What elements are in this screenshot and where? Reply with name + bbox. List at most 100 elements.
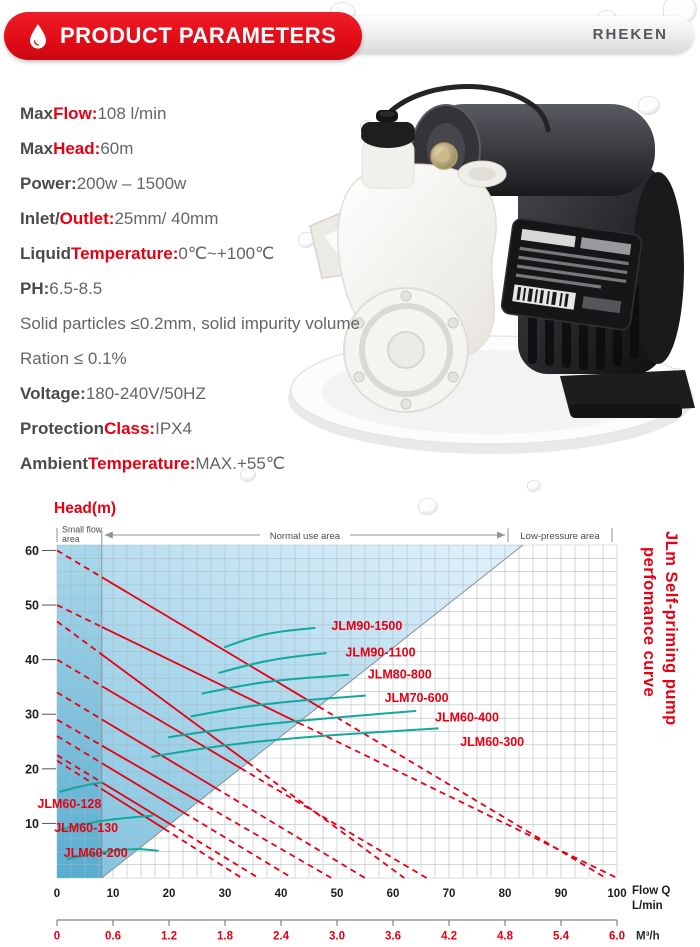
power-curve bbox=[218, 652, 327, 674]
power-curve bbox=[168, 709, 417, 739]
svg-text:JLM80-800: JLM80-800 bbox=[368, 667, 432, 681]
svg-text:L/min: L/min bbox=[632, 900, 663, 912]
svg-text:20: 20 bbox=[163, 888, 176, 900]
water-droplet-decoration bbox=[638, 96, 660, 115]
hq-dashed bbox=[56, 604, 103, 628]
curve-labels: JLM90-1500 JLM90-1100 JLM80-800 JLM70-600 JL… bbox=[37, 619, 524, 860]
svg-text:60: 60 bbox=[387, 888, 400, 900]
spec-row: Max Head: 60m bbox=[20, 138, 134, 158]
power-curve bbox=[201, 673, 350, 695]
hq-dashed bbox=[183, 812, 293, 879]
svg-text:JLM70-600: JLM70-600 bbox=[385, 691, 449, 705]
power-curve bbox=[58, 781, 103, 793]
spec-row: Voltage: 180-240V/50HZ bbox=[20, 383, 206, 403]
hq-solid bbox=[101, 653, 249, 764]
hq-dashed bbox=[240, 767, 428, 879]
svg-text:JLM60-128: JLM60-128 bbox=[37, 797, 101, 811]
svg-text:perfomance curve: perfomance curve bbox=[640, 547, 658, 697]
svg-text:JLm Self-priming pump: JLm Self-priming pump bbox=[662, 531, 680, 726]
svg-text:30: 30 bbox=[219, 888, 232, 900]
brand-logo: RHEKEN bbox=[592, 26, 668, 43]
svg-text:2.4: 2.4 bbox=[273, 931, 290, 943]
svg-text:30: 30 bbox=[25, 708, 39, 722]
hq-solid bbox=[101, 762, 185, 814]
spec-row: Ration ≤ 0.1% bbox=[20, 348, 127, 368]
svg-text:JLM60-130: JLM60-130 bbox=[54, 821, 118, 835]
svg-text:5.4: 5.4 bbox=[553, 931, 570, 943]
specs-list: Max Flow: 108 l/min Max Head: 60m Power: 2… bbox=[20, 96, 360, 481]
svg-text:80: 80 bbox=[499, 888, 512, 900]
hq-dashed bbox=[198, 800, 332, 879]
hq-dashed bbox=[56, 735, 103, 764]
hq-solid bbox=[101, 685, 242, 769]
area-boundary-line bbox=[101, 544, 524, 879]
x-axis-title: Flow Q bbox=[632, 885, 670, 897]
svg-text:JLM60-400: JLM60-400 bbox=[435, 711, 499, 725]
hq-dashed bbox=[247, 761, 405, 879]
spec-row: Max Flow: 108 l/min bbox=[20, 103, 167, 123]
water-droplet-decoration bbox=[240, 468, 256, 482]
water-droplet-decoration bbox=[418, 498, 438, 515]
spec-row: Inlet/ Outlet: 25mm/ 40mm bbox=[20, 208, 219, 228]
svg-text:40: 40 bbox=[275, 888, 288, 900]
svg-text:JLM90-1500: JLM90-1500 bbox=[331, 619, 402, 633]
svg-text:JLM60-200: JLM60-200 bbox=[64, 846, 128, 860]
y-axis: 60 50 40 30 20 10 Head(m) bbox=[25, 500, 116, 831]
spec-row: Power: 200w – 1500w bbox=[20, 173, 187, 193]
spec-row: Protection Class: IPX4 bbox=[20, 418, 192, 438]
water-drop-icon bbox=[30, 24, 46, 49]
hq-dashed bbox=[56, 620, 103, 656]
svg-text:20: 20 bbox=[25, 762, 39, 776]
svg-text:90: 90 bbox=[555, 888, 568, 900]
pump-image bbox=[288, 84, 695, 454]
hq-dashed bbox=[56, 658, 103, 687]
water-droplet-decoration bbox=[527, 480, 541, 492]
svg-text:Normal use area: Normal use area bbox=[270, 531, 341, 542]
hq-dashed bbox=[56, 754, 103, 784]
hq-solid bbox=[101, 781, 171, 825]
svg-text:0.6: 0.6 bbox=[105, 931, 121, 943]
hq-solid bbox=[101, 788, 165, 830]
svg-text:0: 0 bbox=[54, 931, 60, 943]
hq-dashed bbox=[56, 691, 103, 721]
power-curve bbox=[190, 694, 366, 718]
power-curve bbox=[58, 814, 154, 831]
spec-row: Ambient Temperature: MAX.+55℃ bbox=[20, 453, 285, 473]
svg-text:4.8: 4.8 bbox=[497, 931, 514, 943]
hq-dashed bbox=[163, 827, 243, 879]
svg-text:1.8: 1.8 bbox=[217, 931, 234, 943]
hq-dashed bbox=[297, 721, 618, 879]
hq-solid bbox=[101, 744, 200, 803]
svg-text:60: 60 bbox=[25, 544, 39, 558]
power-cable bbox=[385, 84, 551, 133]
grid bbox=[56, 544, 618, 879]
svg-text:10: 10 bbox=[107, 888, 120, 900]
svg-text:3.6: 3.6 bbox=[385, 931, 401, 943]
power-curves bbox=[58, 626, 439, 860]
hq-solid bbox=[101, 626, 299, 724]
svg-text:JLM60-300: JLM60-300 bbox=[460, 735, 524, 749]
spec-row: PH: 6.5-8.5 bbox=[20, 278, 103, 298]
svg-text:1.2: 1.2 bbox=[161, 931, 177, 943]
svg-text:3.0: 3.0 bbox=[329, 931, 345, 943]
x2-axis-title: M³/h bbox=[636, 931, 660, 943]
power-curve bbox=[151, 727, 439, 758]
motor-nameplate bbox=[500, 218, 643, 331]
pump-head bbox=[309, 110, 507, 413]
svg-text:6.0: 6.0 bbox=[609, 931, 625, 943]
power-curve bbox=[67, 848, 159, 860]
svg-text:50: 50 bbox=[331, 888, 344, 900]
svg-text:70: 70 bbox=[443, 888, 456, 900]
svg-text:50: 50 bbox=[25, 599, 39, 613]
hq-solid bbox=[101, 576, 320, 708]
product-parameters-badge: PRODUCT PARAMETERS bbox=[4, 12, 363, 60]
svg-text:100: 100 bbox=[607, 888, 626, 900]
hq-dashed bbox=[56, 549, 103, 578]
spec-row: Liquid Temperature: 0℃~+100℃ bbox=[20, 243, 275, 263]
svg-text:40: 40 bbox=[25, 653, 39, 667]
